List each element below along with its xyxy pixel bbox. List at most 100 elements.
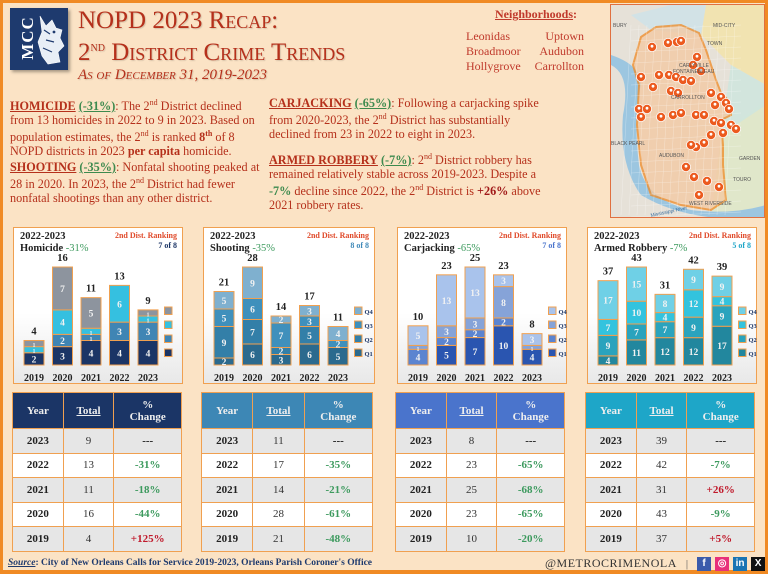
- district-map: BURY MID-CITY TOWN CARLYVILLE FONTAINEBLEAU C…: [610, 4, 765, 218]
- bar-segment-q3-2022: [109, 284, 130, 323]
- column-header-total: Total: [252, 392, 305, 429]
- incident-pin-glyph: [667, 72, 671, 76]
- shooting-table: Year Total% Change 2023 11 --- 2022 17 -35% 2021 1…: [200, 392, 374, 552]
- social-handle[interactable]: @METROCRIMENOLA: [545, 556, 677, 570]
- cell-total: 21: [252, 526, 305, 552]
- incident-pin-glyph: [637, 106, 641, 110]
- source-text: : City of New Orleans Calls for Service …: [35, 558, 373, 568]
- column-header-change: % Change: [113, 392, 182, 429]
- ranking-label: 2nd Dist. Ranking 5 of 8: [689, 231, 751, 251]
- robbery-text: decline since 2022, the 2: [291, 184, 416, 199]
- x-tick-label: 2023: [138, 373, 158, 384]
- title-line-2: 2nd District Crime Trends: [78, 34, 345, 66]
- map-street: [724, 24, 736, 216]
- bar-segment-label: 3: [501, 277, 506, 287]
- bar-segment-label: 9: [606, 342, 611, 352]
- header-percent: %: [525, 398, 537, 411]
- table-row: 2023 39 ---: [585, 428, 755, 454]
- bar-segment-q4-2021: [654, 293, 676, 314]
- bar-segment-q4-2023: [521, 333, 543, 346]
- bar-segment-q4-2021: [80, 297, 102, 329]
- shooting-summary: SHOOTING (-35%): Nonfatal shooting peake…: [10, 160, 262, 205]
- map-street: [630, 189, 742, 196]
- incident-pin-glyph: [659, 114, 663, 118]
- x-tick-label: 2022: [110, 373, 130, 384]
- robbery-heading: ARMED ROBBERY: [269, 153, 378, 168]
- ranking-label: 2nd Dist. Ranking 7 of 8: [115, 231, 177, 251]
- legend-swatch-q3: [354, 320, 363, 329]
- map-street: [628, 24, 640, 216]
- bar-segment-label: 3: [117, 328, 122, 338]
- homicide-text: homicide.: [180, 144, 232, 159]
- bar-total-label: 23: [441, 261, 452, 272]
- cell-year: 2020: [395, 501, 447, 527]
- neighborhood-item: Uptown: [545, 29, 584, 43]
- cell-total: 9: [62, 428, 115, 454]
- bar-total-label: 11: [86, 284, 96, 295]
- bar-segment-label: 3: [444, 328, 449, 338]
- neighborhood-item: Leonidas: [466, 29, 510, 43]
- bar-segment-label: 13: [442, 297, 452, 307]
- homicide-sup: nd: [149, 98, 158, 107]
- chart-title-pct: -65%: [457, 243, 481, 254]
- incident-pin-glyph: [705, 178, 709, 182]
- cell-change: -61%: [303, 501, 374, 527]
- bar-segment-label: 4: [606, 357, 611, 367]
- bar-segment-q4-2021: [270, 315, 292, 324]
- bar-segment-label: 1: [90, 337, 93, 343]
- cell-total: 16: [62, 501, 115, 527]
- bar-total-label: 28: [247, 253, 258, 264]
- bar-segment-label: 7: [634, 328, 639, 338]
- x-icon[interactable]: X: [751, 556, 766, 571]
- bar-segment-q4-2019: [597, 280, 619, 320]
- bar-segment-label: 5: [222, 297, 227, 307]
- robbery-pct: (-7%): [380, 153, 412, 168]
- bar-segment-q4-2023: [137, 309, 159, 317]
- legend-label: Q4: [749, 309, 758, 316]
- bar-total-label: 43: [631, 253, 642, 264]
- x-tick-label: 2020: [437, 373, 457, 384]
- bar-segment-label: 4: [336, 330, 341, 340]
- incident-pin-glyph: [699, 68, 703, 72]
- carjacking-heading: CARJACKING: [269, 96, 352, 110]
- bar-segment-label: 9: [222, 339, 227, 349]
- carjacking-text: : Following a carjacking spike from 2020…: [269, 96, 539, 128]
- bar-segment-label: 5: [444, 352, 449, 362]
- incident-pin-glyph: [702, 112, 706, 116]
- bar-segment-label: 2: [336, 341, 341, 351]
- table-row: 2022 42 -7%: [585, 452, 755, 478]
- bar-segment-label: 2: [279, 348, 284, 358]
- cell-change: -65%: [496, 501, 565, 527]
- neighborhoods-title-text: Neighborhoods: [495, 7, 574, 21]
- bar-total-label: 11: [333, 313, 343, 324]
- x-tick-label: 2020: [627, 373, 647, 384]
- incident-pin-glyph: [674, 74, 678, 78]
- bar-segment-label: 2: [444, 338, 449, 348]
- bar-segment-label: 5: [336, 353, 341, 363]
- bar-total-label: 31: [660, 280, 671, 291]
- cell-total: 4: [62, 526, 115, 552]
- x-tick-label: 2022: [684, 373, 704, 384]
- incident-pin-glyph: [645, 106, 649, 110]
- x-tick-label: 2020: [53, 373, 73, 384]
- incident-pin-glyph: [639, 114, 643, 118]
- linkedin-icon[interactable]: in: [733, 556, 748, 571]
- bar-total-label: 13: [114, 271, 125, 282]
- cell-change: -18%: [113, 477, 182, 503]
- incident-pin-glyph: [724, 100, 728, 104]
- map-street: [630, 211, 742, 217]
- incident-pin-glyph: [689, 142, 693, 146]
- instagram-icon[interactable]: ◎: [715, 556, 730, 571]
- legend-swatch-q3: [548, 320, 557, 329]
- bar-segment-label: 1: [33, 343, 36, 349]
- map-label: GARDEN: [739, 156, 761, 162]
- facebook-icon[interactable]: f: [697, 556, 712, 571]
- neighborhood-item: Carrollton: [534, 59, 584, 73]
- legend-swatch-q3: [164, 320, 173, 329]
- chart-title-pct: -31%: [65, 243, 89, 254]
- table-row: 2023 9 ---: [12, 428, 182, 454]
- ranking-title: 2nd Dist. Ranking: [114, 231, 177, 240]
- bar-total-label: 25: [470, 253, 481, 264]
- homicide-per-capita: per capita: [127, 144, 181, 159]
